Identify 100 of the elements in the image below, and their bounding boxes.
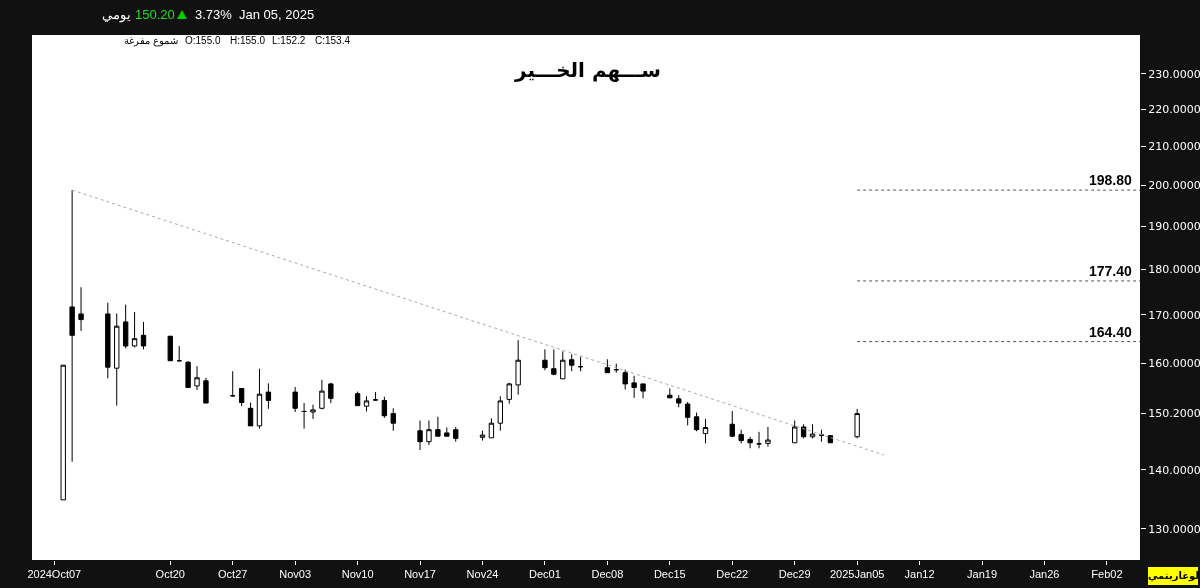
candlestick	[551, 348, 557, 376]
text: 3.73%	[195, 7, 232, 22]
x-tick-label: Jan12	[904, 568, 935, 581]
y-tick-label: 140.0000	[1148, 463, 1200, 477]
candlestick	[854, 408, 860, 439]
candlestick	[310, 404, 316, 420]
candlestick	[328, 382, 334, 404]
x-tick-label: 2024Oct07	[27, 568, 82, 581]
candlestick	[230, 370, 236, 398]
candlestick	[622, 369, 628, 391]
candlestick	[78, 286, 84, 332]
candlestick	[60, 364, 66, 501]
candlestick	[809, 423, 816, 439]
x-tick-label: Dec01	[529, 568, 561, 581]
x-tick-label: 2025Jan05	[829, 568, 885, 581]
candlestick	[765, 426, 771, 448]
x-tick-label: Oct20	[155, 568, 185, 581]
candlestick	[381, 396, 388, 419]
candlestick	[167, 335, 173, 362]
candlestick	[176, 345, 182, 363]
text: ســـهم الخـــير	[514, 58, 661, 82]
x-tick-label: Dec08	[591, 568, 624, 581]
candlestick	[69, 189, 75, 463]
x-tick-label: Nov03	[279, 568, 312, 581]
candlestick	[372, 391, 379, 402]
candlestick	[292, 386, 298, 413]
annotation: C:153.4	[315, 35, 351, 46]
candlestick	[569, 353, 575, 372]
ref-line-label: 177.40	[1089, 263, 1133, 279]
y-tick-label: 190.0000	[1148, 220, 1200, 234]
candlestick	[747, 436, 753, 449]
candlestick	[560, 350, 566, 380]
annotation: L:152.2	[272, 35, 306, 46]
x-tick-label: Dec29	[778, 568, 811, 581]
y-tick-label: 210.0000	[1148, 140, 1200, 154]
x-tick-label: Jan26	[1029, 568, 1060, 581]
candlestick	[684, 401, 691, 426]
candlestick	[640, 383, 646, 399]
y-tick-label: 200.0000	[1148, 179, 1200, 193]
annotation: H:155.0	[230, 35, 266, 46]
candlestick	[631, 375, 637, 399]
x-tick-label: Nov17	[404, 568, 436, 581]
candlestick	[363, 395, 370, 412]
candlestick	[702, 418, 709, 444]
ref-line-label: 164.40	[1089, 324, 1133, 340]
ref-line-label: 198.80	[1089, 172, 1133, 188]
candlestick	[417, 420, 423, 451]
annotation: شموع مفرغة	[123, 35, 178, 46]
candlestick	[667, 388, 673, 399]
candlestick	[319, 379, 325, 410]
candlestick	[497, 395, 504, 432]
candlestick	[506, 382, 512, 405]
candlestick	[488, 417, 495, 439]
candlestick	[131, 311, 138, 348]
candlestick	[542, 348, 548, 371]
candlestick	[577, 356, 584, 372]
candlestick	[604, 358, 611, 374]
y-tick-label: 180.0000	[1148, 263, 1200, 277]
y-tick-label: 130.0000	[1148, 522, 1200, 536]
text: 150.20	[135, 7, 175, 22]
text: يومي	[102, 7, 131, 22]
candlestick	[247, 402, 254, 427]
candlestick	[203, 377, 209, 404]
candlestick	[676, 394, 682, 408]
candlestick	[693, 412, 700, 432]
candlestick	[435, 416, 441, 437]
candlestick	[265, 382, 272, 410]
candlestick	[140, 321, 147, 350]
text: Jan 05, 2025	[239, 7, 315, 22]
candlestick	[238, 387, 245, 407]
candlestick	[479, 430, 486, 442]
x-tick-label: Nov24	[466, 568, 499, 581]
annotation: O:155.0	[185, 35, 221, 46]
candlestick	[390, 407, 396, 432]
candlestick	[194, 365, 200, 391]
x-tick-label: Dec22	[716, 568, 749, 581]
candlestick	[729, 410, 735, 438]
candlestick	[354, 391, 361, 407]
candlestick	[122, 304, 129, 349]
candlestick	[453, 426, 459, 443]
candlestick	[105, 302, 111, 379]
x-tick-label: Oct27	[218, 568, 248, 581]
candlestick	[426, 420, 432, 446]
candlestick	[301, 402, 307, 430]
candlestick	[444, 427, 450, 437]
candlestick	[818, 429, 825, 443]
y-tick-label: 220.0000	[1148, 103, 1200, 117]
candlestick	[114, 312, 120, 407]
x-tick-label: Jan19	[967, 568, 998, 581]
y-tick-label: 230.0000	[1148, 67, 1200, 81]
candlestick	[185, 360, 191, 388]
x-tick-label: Feb02	[1091, 568, 1123, 581]
candlestick	[515, 339, 521, 396]
y-tick-label: 160.0000	[1148, 357, 1200, 371]
candlestick	[256, 368, 263, 430]
y-tick-label: 170.0000	[1148, 308, 1200, 322]
x-tick-label: Dec15	[653, 568, 686, 581]
candlestick	[792, 420, 798, 444]
candlestick	[738, 429, 744, 444]
y-tick-label: 150.2000	[1148, 407, 1200, 421]
